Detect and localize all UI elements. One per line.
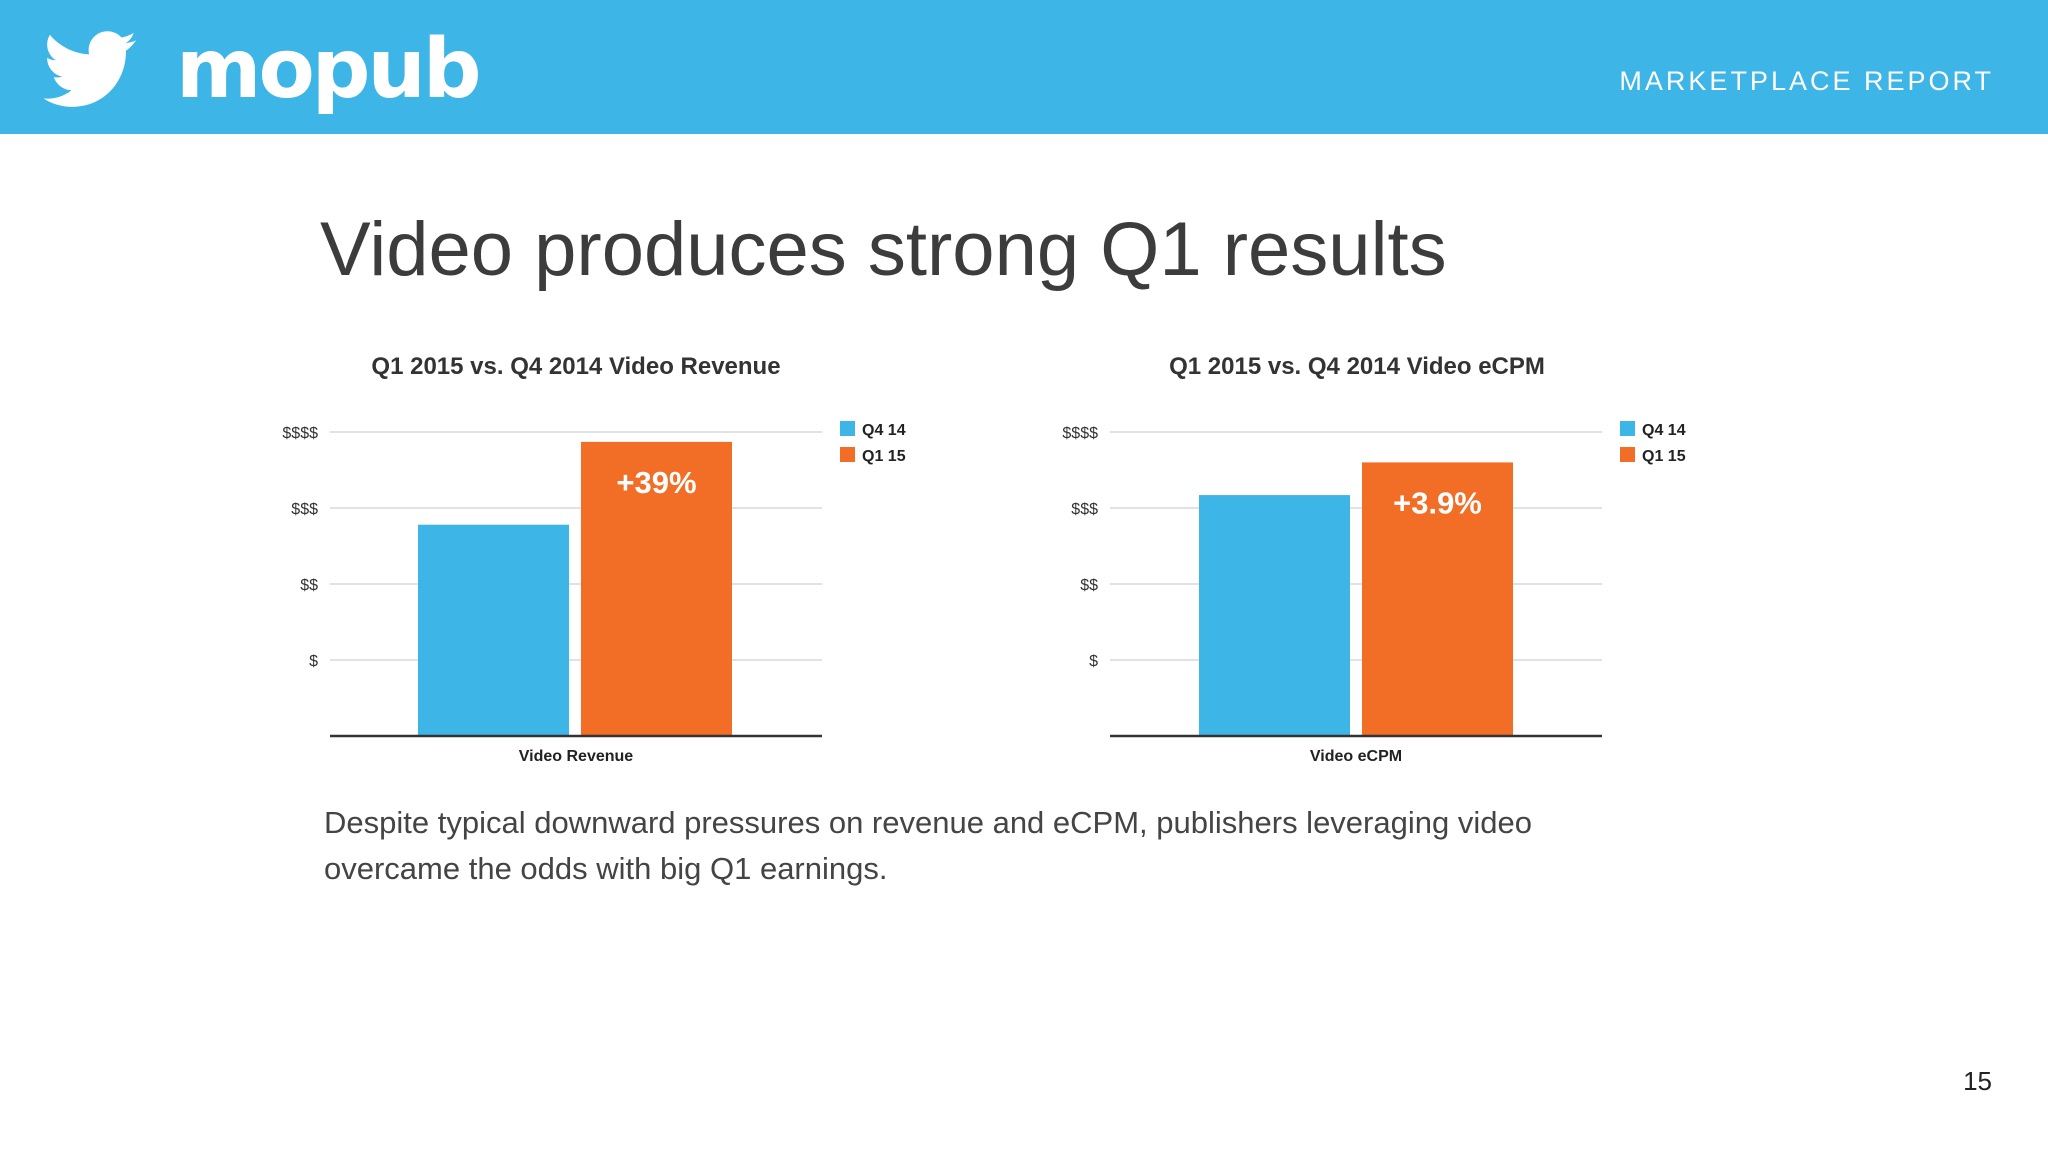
bar-annotation-ecpm: +3.9% bbox=[1393, 485, 1482, 520]
bar-revenue-q4-14 bbox=[418, 524, 569, 736]
chart-title-ecpm: Q1 2015 vs. Q4 2014 Video eCPM bbox=[1169, 353, 1545, 380]
x-axis-label-revenue: Video Revenue bbox=[519, 748, 634, 765]
page-title: Video produces strong Q1 results bbox=[320, 207, 1447, 292]
y-tick-label-ecpm: $$$ bbox=[1071, 501, 1098, 518]
legend-swatch-revenue bbox=[840, 447, 855, 462]
legend-label-revenue: Q1 15 bbox=[862, 448, 906, 465]
mopub-logo: mopub bbox=[176, 22, 482, 117]
legend-label-revenue: Q4 14 bbox=[862, 422, 906, 439]
body-text: Despite typical downward pressures on re… bbox=[324, 805, 1532, 886]
bar-ecpm-q4-14 bbox=[1199, 495, 1350, 736]
bar-ecpm-q1-15 bbox=[1362, 462, 1513, 736]
page-number: 15 bbox=[1963, 1066, 1992, 1096]
y-tick-label-revenue: $ bbox=[309, 653, 318, 670]
legend-label-ecpm: Q4 14 bbox=[1642, 422, 1686, 439]
x-axis-label-ecpm: Video eCPM bbox=[1310, 748, 1402, 765]
y-tick-label-revenue: $$$$ bbox=[282, 425, 318, 442]
chart-title-revenue: Q1 2015 vs. Q4 2014 Video Revenue bbox=[371, 353, 781, 380]
y-tick-label-ecpm: $ bbox=[1089, 653, 1098, 670]
legend-swatch-ecpm bbox=[1620, 421, 1635, 436]
y-tick-label-revenue: $$ bbox=[300, 577, 318, 594]
legend-swatch-ecpm bbox=[1620, 447, 1635, 462]
legend-label-ecpm: Q1 15 bbox=[1642, 448, 1686, 465]
header-bar: mopub MARKETPLACE REPORT bbox=[0, 0, 2048, 134]
y-tick-label-revenue: $$$ bbox=[291, 501, 318, 518]
legend-swatch-revenue bbox=[840, 421, 855, 436]
report-label: MARKETPLACE REPORT bbox=[1619, 66, 1994, 96]
bar-revenue-q1-15 bbox=[581, 441, 732, 736]
y-tick-label-ecpm: $$$$ bbox=[1062, 425, 1098, 442]
twitter-bird-icon bbox=[44, 31, 137, 107]
bar-annotation-revenue: +39% bbox=[616, 465, 696, 500]
y-tick-label-ecpm: $$ bbox=[1080, 577, 1098, 594]
